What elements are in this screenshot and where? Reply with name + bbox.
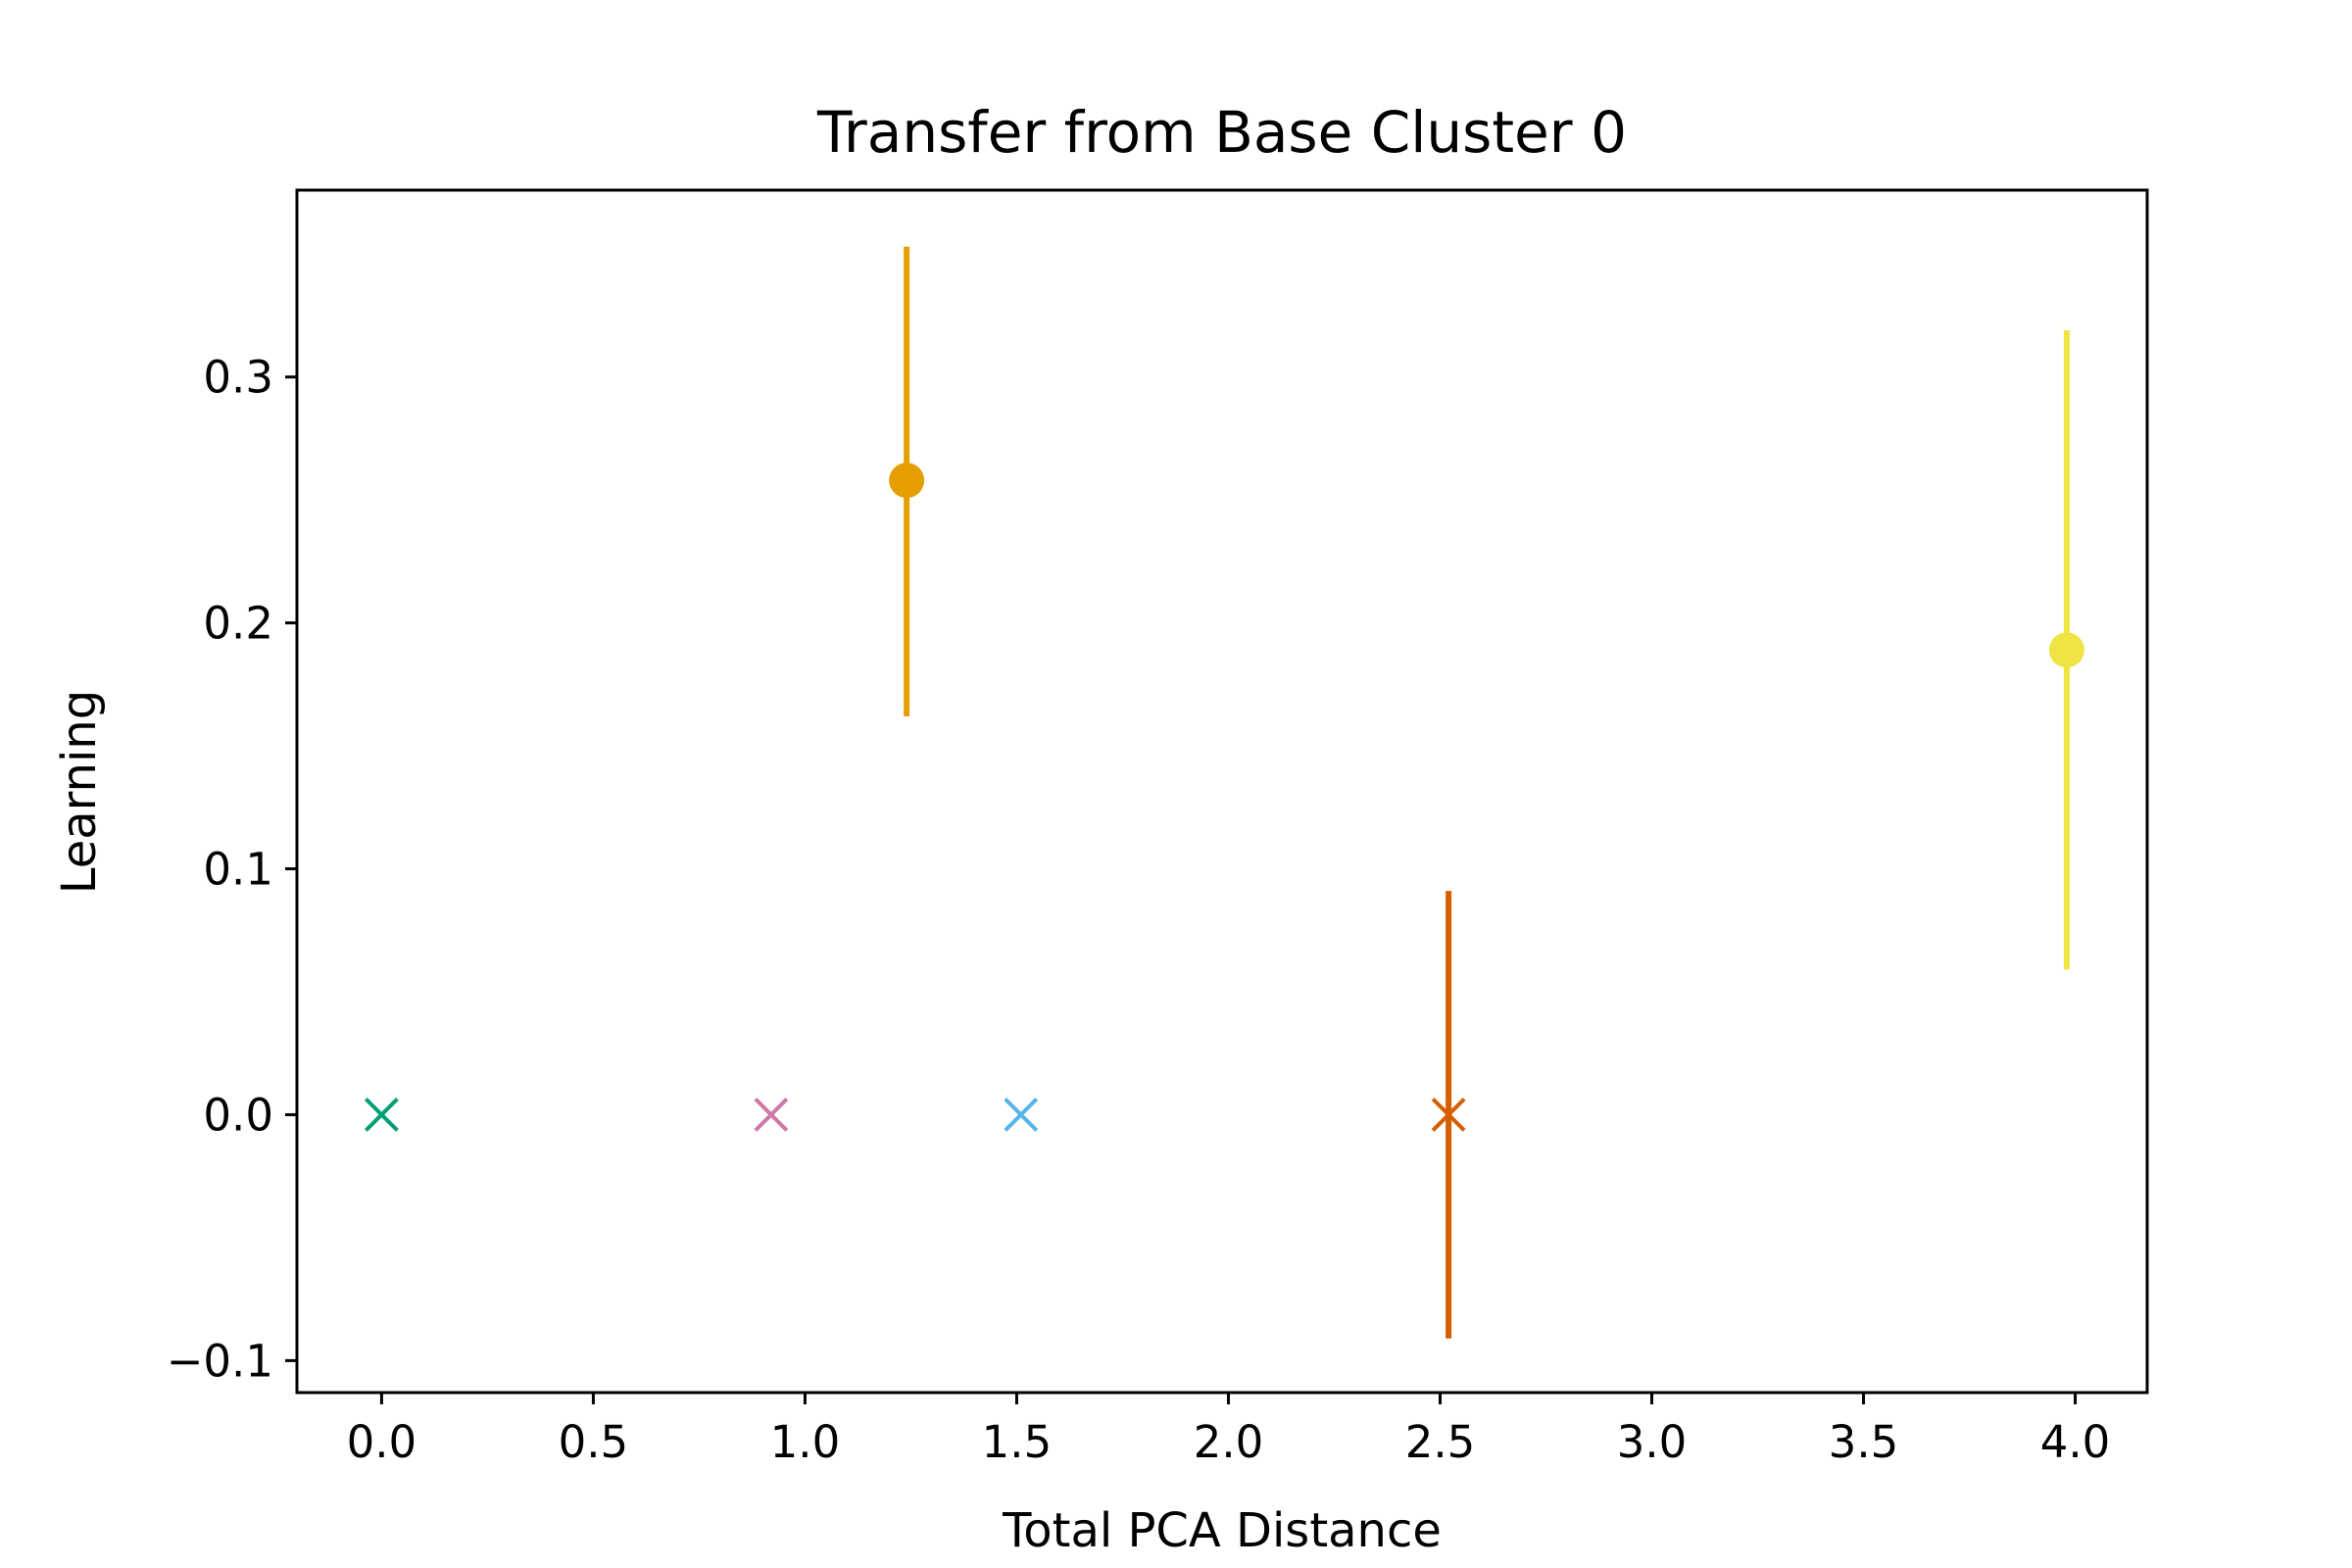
axes-frame	[295, 188, 2149, 1395]
y-tick-label: 0.0	[203, 1089, 273, 1141]
data-point	[889, 463, 925, 499]
y-tick-label: 0.2	[203, 598, 273, 650]
x-tick-label: 1.0	[770, 1416, 841, 1468]
cross-stroke	[1431, 1098, 1466, 1132]
x-tick-label: 3.0	[1617, 1416, 1688, 1468]
x-tick-label: 1.5	[982, 1416, 1053, 1468]
x-tick-label: 4.0	[2040, 1416, 2111, 1468]
cross-stroke	[1004, 1098, 1039, 1132]
data-point-cross	[364, 1098, 399, 1132]
x-tick-label: 2.5	[1405, 1416, 1476, 1468]
x-axis-label: Total PCA Distance	[1002, 1503, 1442, 1558]
x-tick-label: 2.0	[1194, 1416, 1264, 1468]
y-axis: −0.1 0.0 0.1 0.2 0.3	[167, 352, 297, 1387]
data-point-cross	[1004, 1098, 1039, 1132]
y-tick-label: −0.1	[167, 1335, 273, 1387]
data-point-cross	[754, 1098, 789, 1132]
chart-title: Transfer from Base Cluster 0	[816, 99, 1627, 166]
y-tick-label: 0.3	[203, 352, 273, 404]
x-tick-label: 0.0	[347, 1416, 417, 1468]
cross-stroke	[364, 1098, 399, 1132]
x-tick-label: 0.5	[559, 1416, 629, 1468]
y-axis-label: Learning	[52, 690, 107, 894]
data-point	[2048, 632, 2084, 668]
x-tick-label: 3.5	[1829, 1416, 1899, 1468]
y-tick-label: 0.1	[203, 844, 273, 896]
data-point-cross	[1431, 1098, 1466, 1132]
cross-stroke	[754, 1098, 789, 1132]
x-axis: 0.0 0.5 1.0 1.5 2.0 2.5 3.0 3.5 4.0	[347, 1393, 2111, 1468]
plot-area	[364, 246, 2084, 1339]
